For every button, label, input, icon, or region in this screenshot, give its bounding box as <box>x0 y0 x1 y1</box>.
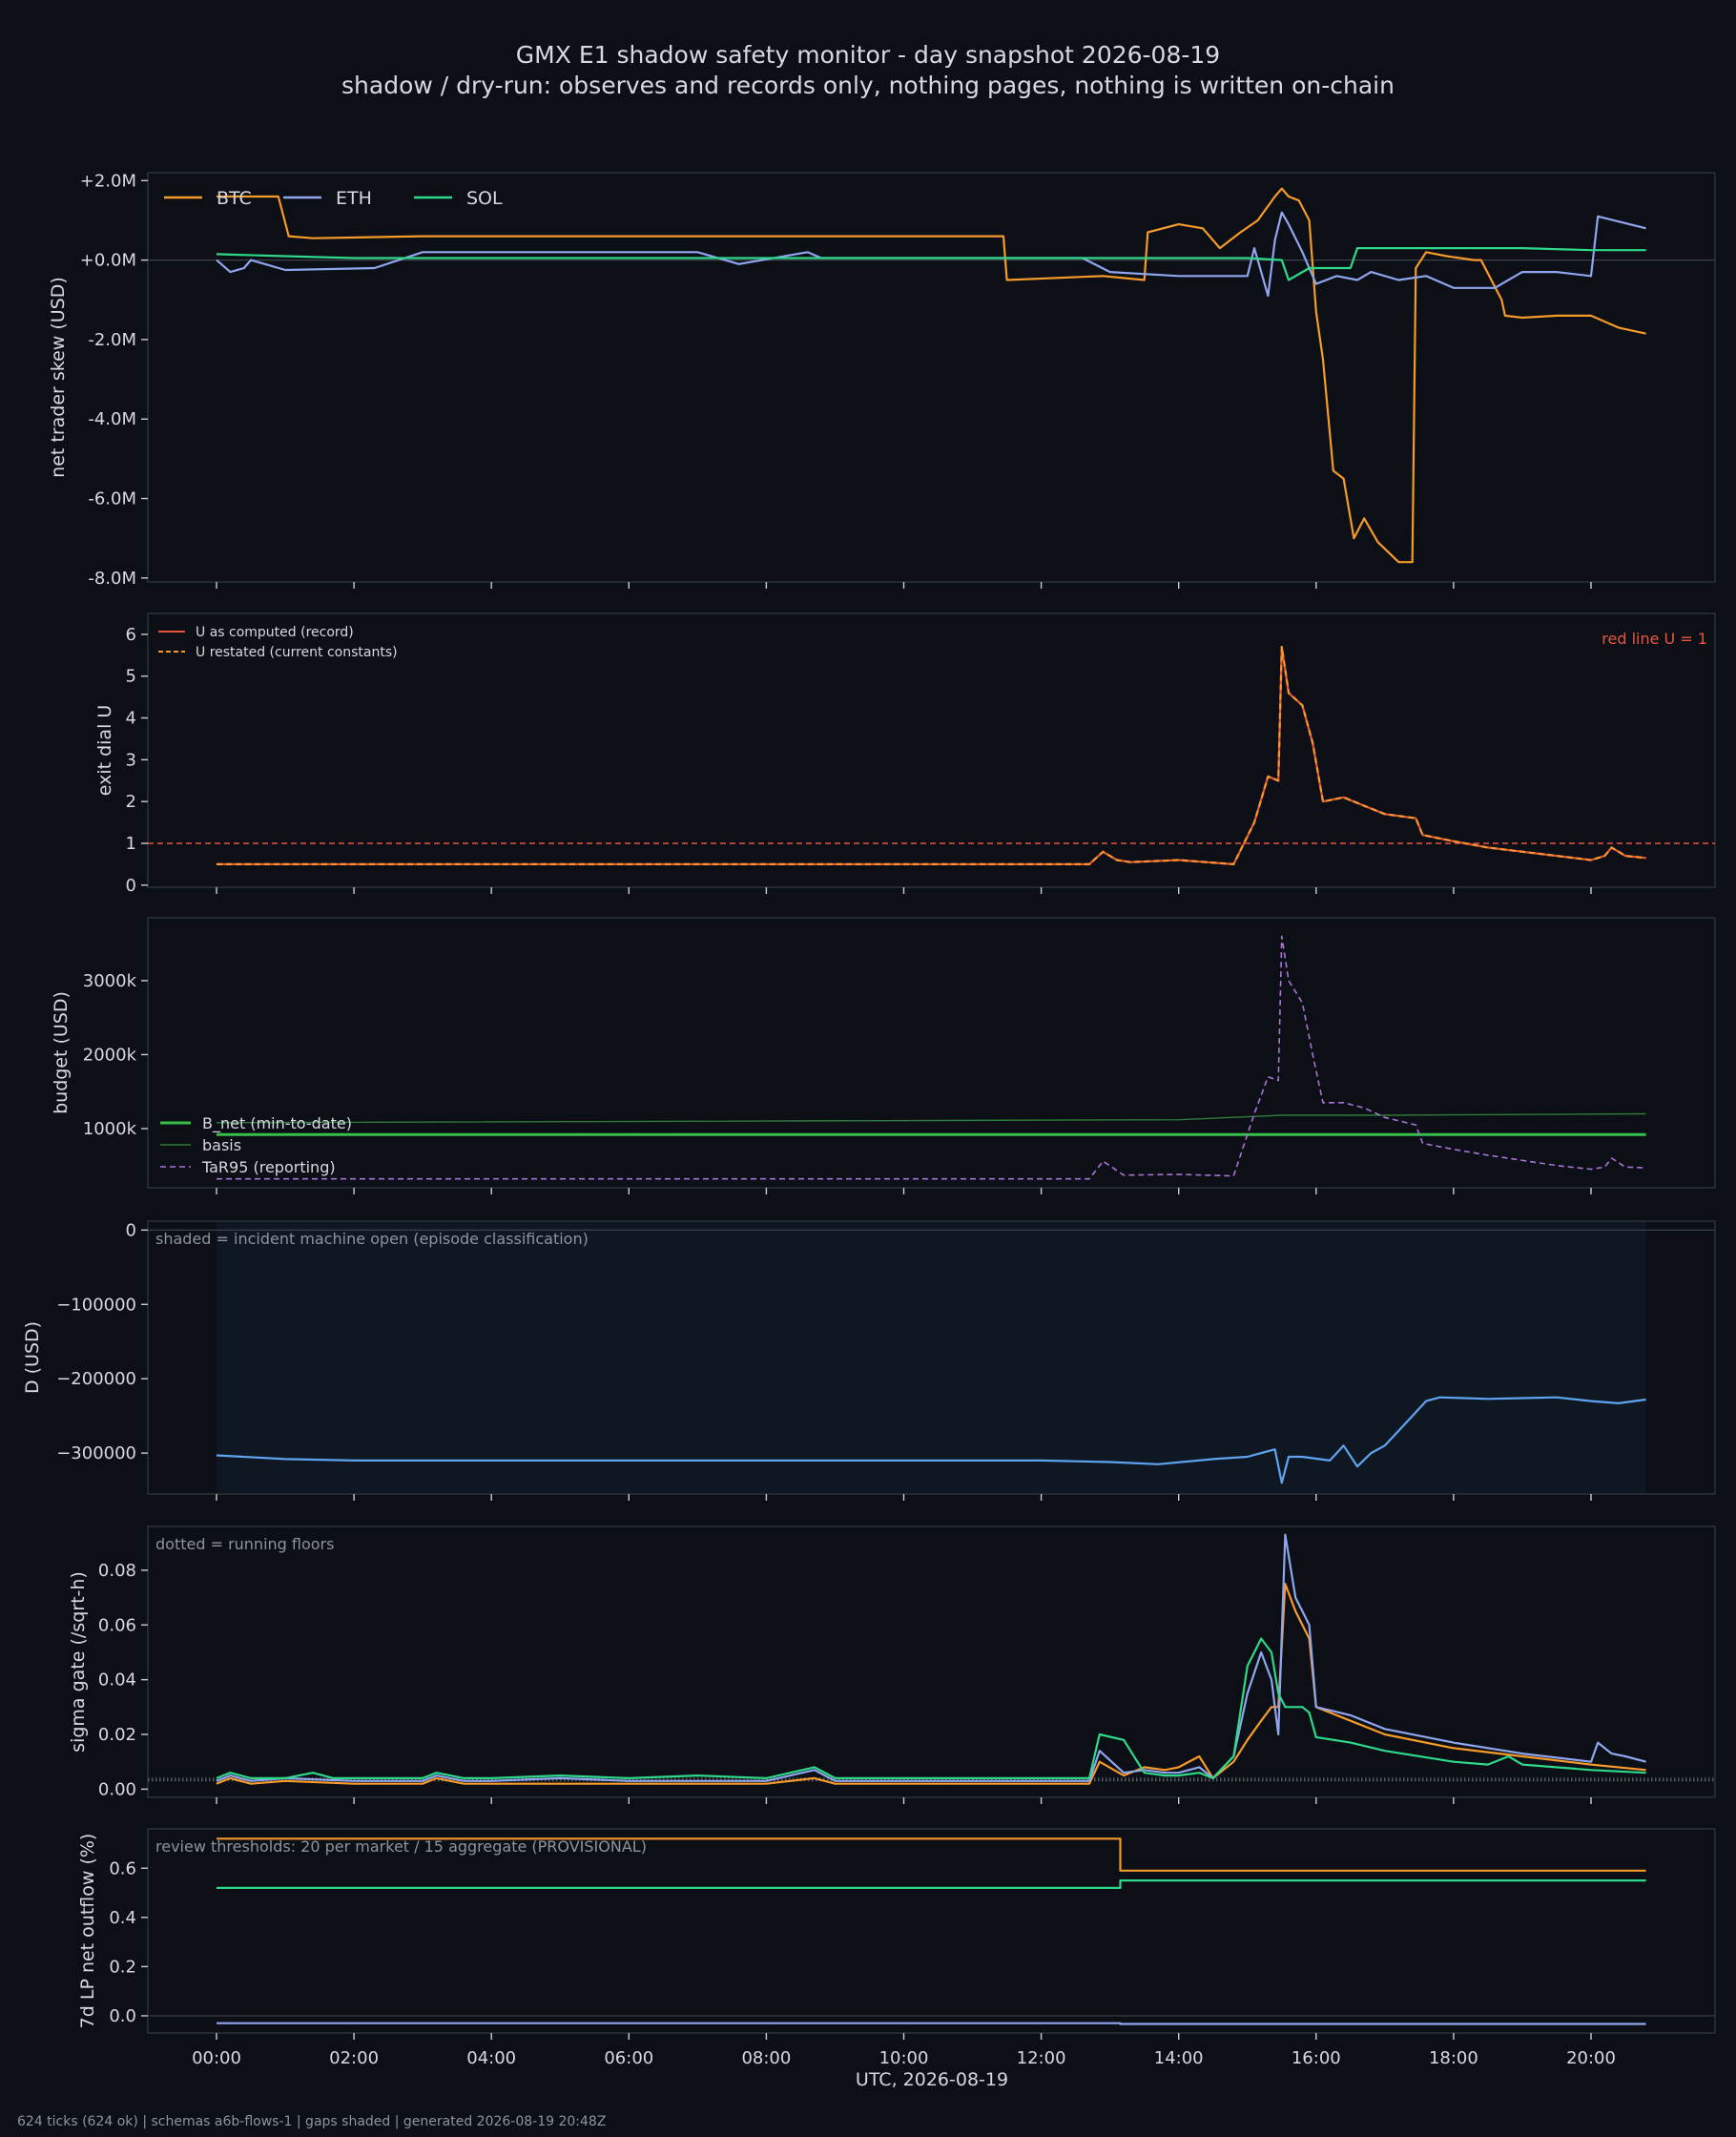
y-tick-label: 0.00 <box>98 1779 136 1799</box>
y-tick-label: 3 <box>126 750 136 770</box>
panel-6: 0.0 0.2 0.4 0.6 00:00 02:00 04:00 06:00 08:00 10:… <box>77 1828 1716 2068</box>
panel-3: 1000k 2000k 3000k budget (USD) B_net (min-to… <box>51 917 1716 1194</box>
y-axis-label: budget (USD) <box>51 991 72 1114</box>
series-line-eth <box>216 1533 1646 1782</box>
x-tick-label: 02:00 <box>329 2048 379 2068</box>
y-tick-label: 5 <box>126 667 136 687</box>
y-tick-label: 2 <box>126 792 136 812</box>
legend-label: ETH <box>336 188 372 209</box>
plot-frame <box>147 917 1716 1189</box>
legend-label: BTC <box>217 188 252 209</box>
y-axis-label: D (USD) <box>22 1321 43 1394</box>
x-tick-label: 10:00 <box>879 2048 929 2068</box>
figure-title: GMX E1 shadow safety monitor - day snaps… <box>516 41 1220 69</box>
series-line-sol <box>216 247 1646 281</box>
series-line-btc <box>217 187 1646 564</box>
y-tick-label: 0.0 <box>109 2006 136 2026</box>
x-tick-label: 18:00 <box>1429 2048 1478 2068</box>
series-line-btc <box>217 1837 1646 1872</box>
y-tick-label: 1 <box>126 834 136 854</box>
y-tick-label: 0.08 <box>98 1561 136 1581</box>
plot-frame <box>147 1828 1716 2034</box>
y-tick-label: +0.0M <box>80 251 136 271</box>
panel-annotation: shaded = incident machine open (episode … <box>155 1230 589 1248</box>
y-tick-label: 0.04 <box>98 1670 136 1691</box>
incident-shade <box>217 1221 1646 1494</box>
y-axis-label: 7d LP net outflow (%) <box>77 1834 98 2029</box>
panels: +2.0M +0.0M -2.0M -4.0M -6.0M -8.0M net trader… <box>22 171 1716 2068</box>
series-line-tar95-reporting- <box>217 935 1646 1180</box>
y-tick-label: 4 <box>126 709 136 729</box>
legend-label: B_net (min-to-date) <box>202 1114 352 1133</box>
series-line-sol <box>217 1878 1646 1890</box>
panel-5: 0.00 0.02 0.04 0.06 0.08 sigma gate (/sqrt-h)… <box>68 1525 1716 1804</box>
legend-label: TaR95 (reporting) <box>201 1158 336 1176</box>
panel-2: 0 1 2 3 4 5 6 exit dial U red line U = 1 U as com… <box>94 612 1716 896</box>
x-tick-label: 14:00 <box>1154 2048 1204 2068</box>
y-tick-label: −100000 <box>56 1295 136 1315</box>
panel-4: 0 −100000 −200000 −300000 D (USD) shaded = in… <box>22 1220 1716 1501</box>
legend-label: U as computed (record) <box>196 625 354 640</box>
y-tick-label: 0.06 <box>98 1615 136 1635</box>
y-tick-label: +2.0M <box>80 171 136 191</box>
x-tick-label: 08:00 <box>741 2048 791 2068</box>
x-tick-label: 04:00 <box>466 2048 516 2068</box>
y-tick-label: 3000k <box>83 971 137 991</box>
y-tick-label: 0 <box>126 876 136 896</box>
legend-label: SOL <box>466 188 503 209</box>
series-line-u-restated-current-constants- <box>217 645 1646 866</box>
y-tick-label: -8.0M <box>88 569 136 589</box>
series-line-eth <box>217 2022 1646 2025</box>
legend-label: basis <box>202 1136 241 1154</box>
series-line-sol <box>216 1637 1646 1780</box>
footer-status: 624 ticks (624 ok) | schemas a6b-flows-1… <box>17 2114 606 2129</box>
y-axis-label: exit dial U <box>94 705 115 797</box>
y-tick-label: −300000 <box>56 1443 136 1463</box>
y-tick-label: 1000k <box>83 1119 137 1139</box>
x-tick-label: 12:00 <box>1017 2048 1066 2068</box>
y-tick-label: -4.0M <box>88 409 136 429</box>
x-tick-label: 00:00 <box>192 2048 241 2068</box>
y-tick-label: -6.0M <box>88 489 136 509</box>
series-line-eth <box>216 211 1646 298</box>
y-axis-label: net trader skew (USD) <box>48 277 69 478</box>
y-tick-label: 2000k <box>83 1045 137 1065</box>
x-axis-label: UTC, 2026-08-19 <box>856 2069 1008 2090</box>
x-tick-label: 20:00 <box>1566 2048 1616 2068</box>
y-tick-label: 0 <box>126 1220 136 1240</box>
red-line-annotation: red line U = 1 <box>1602 630 1707 648</box>
panel-annotation: dotted = running floors <box>155 1535 334 1553</box>
y-tick-label: 0.6 <box>109 1858 136 1878</box>
y-tick-label: 6 <box>126 625 136 645</box>
x-tick-label: 16:00 <box>1292 2048 1341 2068</box>
plot-frame <box>147 172 1716 583</box>
legend-label: U restated (current constants) <box>196 645 398 660</box>
figure-subtitle: shadow / dry-run: observes and records o… <box>341 72 1395 99</box>
series-line-d <box>216 1396 1646 1484</box>
y-tick-label: 0.2 <box>109 1957 136 1977</box>
series-line-basis <box>216 1112 1646 1124</box>
plot-frame <box>147 1525 1716 1798</box>
y-tick-label: 0.02 <box>98 1725 136 1745</box>
y-axis-label: sigma gate (/sqrt-h) <box>68 1571 89 1753</box>
x-tick-label: 06:00 <box>604 2048 653 2068</box>
panel-annotation: review thresholds: 20 per market / 15 ag… <box>155 1837 647 1856</box>
panel-1: +2.0M +0.0M -2.0M -4.0M -6.0M -8.0M net trader… <box>48 171 1716 589</box>
plot-frame <box>147 612 1716 888</box>
y-tick-label: −200000 <box>56 1369 136 1389</box>
y-tick-label: -2.0M <box>88 330 136 350</box>
plot-frame <box>147 1220 1716 1495</box>
y-tick-label: 0.4 <box>109 1908 136 1928</box>
